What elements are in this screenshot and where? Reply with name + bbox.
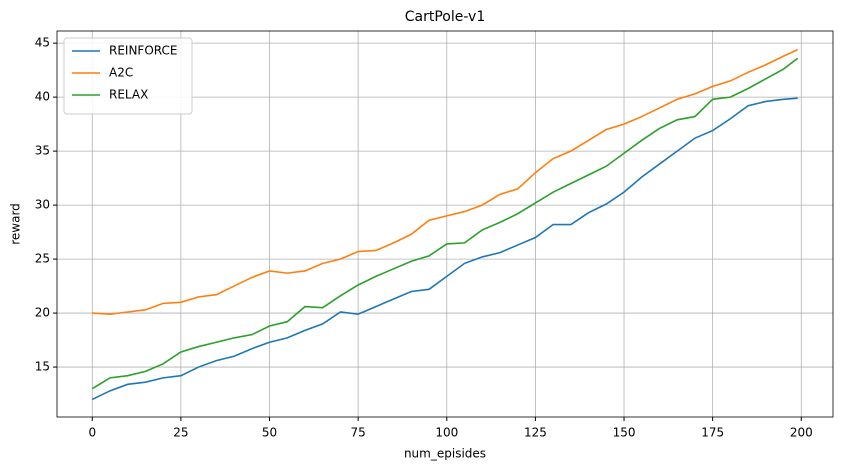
y-tick-label: 15 bbox=[35, 360, 50, 374]
x-tick-label: 200 bbox=[790, 426, 813, 440]
plot-frame bbox=[56, 30, 834, 418]
chart-title: CartPole-v1 bbox=[405, 9, 485, 25]
y-tick-label: 45 bbox=[35, 36, 50, 50]
y-tick-label: 20 bbox=[35, 306, 50, 320]
legend-label: REINFORCE bbox=[109, 44, 177, 58]
y-tick-label: 25 bbox=[35, 252, 50, 266]
y-tick-label: 35 bbox=[35, 144, 50, 158]
y-tick-label: 40 bbox=[35, 90, 50, 104]
line-series bbox=[91, 57, 799, 390]
x-tick-label: 75 bbox=[351, 426, 366, 440]
x-tick-label: 25 bbox=[173, 426, 188, 440]
x-tick-label: 0 bbox=[88, 426, 96, 440]
x-tick-label: 150 bbox=[613, 426, 636, 440]
y-tick-label: 30 bbox=[35, 198, 50, 212]
x-tick-label: 125 bbox=[524, 426, 547, 440]
legend-label: A2C bbox=[109, 66, 133, 80]
x-tick-label: 50 bbox=[262, 426, 277, 440]
line-series bbox=[91, 97, 798, 401]
x-tick-label: 175 bbox=[701, 426, 724, 440]
legend-label: RELAX bbox=[109, 88, 148, 102]
x-axis-label: num_episides bbox=[404, 447, 486, 461]
x-tick-label: 100 bbox=[435, 426, 458, 440]
line-series bbox=[92, 48, 799, 315]
y-axis-label: reward bbox=[9, 203, 23, 245]
